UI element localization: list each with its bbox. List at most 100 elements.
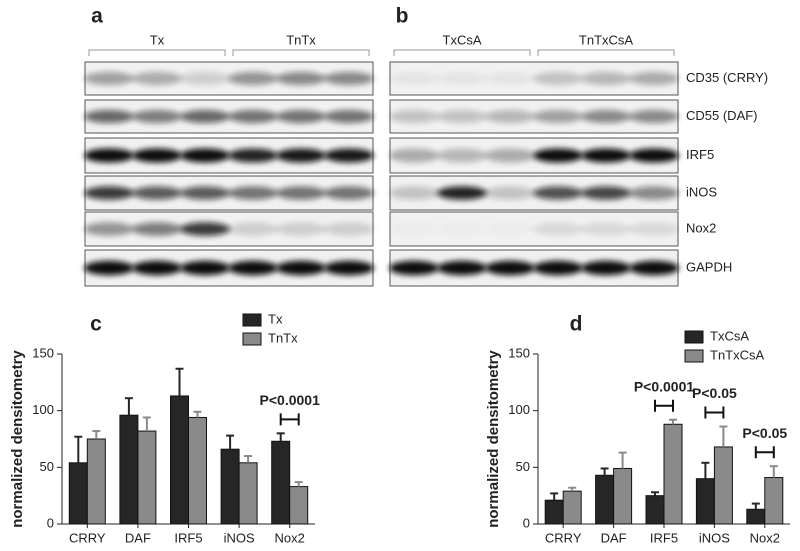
panel-label: a bbox=[91, 5, 103, 28]
bar bbox=[137, 430, 157, 525]
legend-swatch bbox=[242, 313, 262, 327]
blot-band bbox=[180, 71, 230, 86]
bar bbox=[170, 395, 189, 525]
group-label: TnTx bbox=[286, 32, 316, 47]
y-tick-label: 50 bbox=[516, 459, 530, 474]
blot-band bbox=[629, 186, 679, 200]
blot-band bbox=[132, 186, 182, 200]
blot-band bbox=[629, 109, 679, 124]
row-label: iNOS bbox=[686, 184, 717, 199]
blot-band bbox=[389, 186, 439, 200]
blot-band bbox=[581, 71, 631, 86]
blot-band bbox=[84, 260, 134, 276]
blot-band bbox=[180, 186, 230, 200]
significance-bracket bbox=[279, 413, 300, 426]
blot-band bbox=[485, 186, 535, 200]
blot-band bbox=[132, 148, 182, 163]
legend-swatch bbox=[242, 332, 262, 346]
blot-band bbox=[324, 148, 374, 163]
blot-band bbox=[180, 222, 230, 236]
bar bbox=[544, 499, 564, 525]
panel-label: b bbox=[396, 5, 409, 28]
blot-band bbox=[581, 260, 631, 276]
blot-band bbox=[324, 222, 374, 236]
row-label: IRF5 bbox=[686, 147, 714, 162]
significance-label: P<0.0001 bbox=[634, 378, 695, 394]
bar bbox=[613, 467, 633, 525]
bar bbox=[119, 414, 139, 525]
legend-swatch bbox=[684, 349, 704, 363]
row-label: GAPDH bbox=[686, 259, 732, 274]
blot-band bbox=[437, 260, 487, 276]
blot-band bbox=[629, 148, 679, 163]
blot-band bbox=[228, 71, 278, 86]
blot-band bbox=[132, 260, 182, 276]
blot-band bbox=[180, 260, 230, 276]
blot-band bbox=[324, 260, 374, 276]
y-axis-label: normalized densitometry bbox=[485, 350, 502, 528]
x-tick-label: DAF bbox=[601, 530, 627, 545]
blot-band bbox=[533, 260, 583, 276]
y-tick-label: 150 bbox=[32, 345, 54, 360]
significance-bracket bbox=[654, 399, 674, 412]
blot-band bbox=[533, 222, 583, 236]
blot-band bbox=[437, 222, 487, 236]
group-label: TxCsA bbox=[443, 32, 482, 47]
x-tick-label: CRRY bbox=[545, 530, 582, 545]
panel-label: c bbox=[90, 313, 102, 336]
row-label: CD55 (DAF) bbox=[686, 108, 758, 123]
significance-bracket bbox=[704, 406, 725, 419]
y-tick-label: 100 bbox=[508, 402, 530, 417]
blot-band bbox=[84, 109, 134, 124]
blot-band bbox=[581, 222, 631, 236]
blot-band bbox=[276, 148, 326, 163]
blot-band bbox=[437, 186, 487, 200]
blot-band bbox=[276, 222, 326, 236]
blot-band bbox=[84, 222, 134, 236]
blot-band bbox=[228, 186, 278, 200]
bar bbox=[289, 486, 309, 525]
x-tick-label: Nox2 bbox=[750, 530, 780, 545]
blot-band bbox=[533, 109, 583, 124]
blot-band bbox=[180, 148, 230, 163]
blot-band bbox=[437, 71, 487, 86]
x-tick-label: iNOS bbox=[224, 530, 255, 545]
blot-band bbox=[485, 260, 535, 276]
blot-band bbox=[389, 260, 439, 276]
bar bbox=[271, 440, 291, 525]
legend-label: TnTx bbox=[268, 330, 298, 345]
bar bbox=[713, 446, 733, 525]
blot-band bbox=[84, 148, 134, 163]
blot-band bbox=[533, 186, 583, 200]
bar bbox=[595, 474, 615, 525]
x-tick-label: iNOS bbox=[699, 530, 730, 545]
x-tick-label: IRF5 bbox=[174, 530, 202, 545]
significance-label: P<0.05 bbox=[692, 385, 737, 401]
blot-band bbox=[276, 71, 326, 86]
blot-band bbox=[629, 222, 679, 236]
legend-label: TnTxCsA bbox=[710, 347, 765, 362]
group-label: Tx bbox=[150, 32, 165, 47]
y-tick-label: 100 bbox=[32, 402, 54, 417]
significance-bracket bbox=[754, 446, 775, 459]
blot-band bbox=[180, 109, 230, 124]
legend-label: Tx bbox=[268, 311, 283, 326]
blot-band bbox=[132, 109, 182, 124]
bar bbox=[695, 478, 715, 525]
blot-band bbox=[437, 148, 487, 163]
y-tick-label: 50 bbox=[40, 459, 54, 474]
blot-band bbox=[581, 186, 631, 200]
blot-band bbox=[581, 109, 631, 124]
group-label: TnTxCsA bbox=[579, 32, 634, 47]
blot-band bbox=[389, 109, 439, 124]
blot-band bbox=[485, 71, 535, 86]
bar bbox=[220, 448, 240, 525]
blot-band bbox=[276, 109, 326, 124]
blot-band bbox=[485, 222, 535, 236]
blot-band bbox=[533, 148, 583, 163]
blot-band bbox=[132, 222, 182, 236]
blot-band bbox=[228, 148, 278, 163]
legend-label: TxCsA bbox=[710, 328, 749, 343]
blot-band bbox=[485, 109, 535, 124]
